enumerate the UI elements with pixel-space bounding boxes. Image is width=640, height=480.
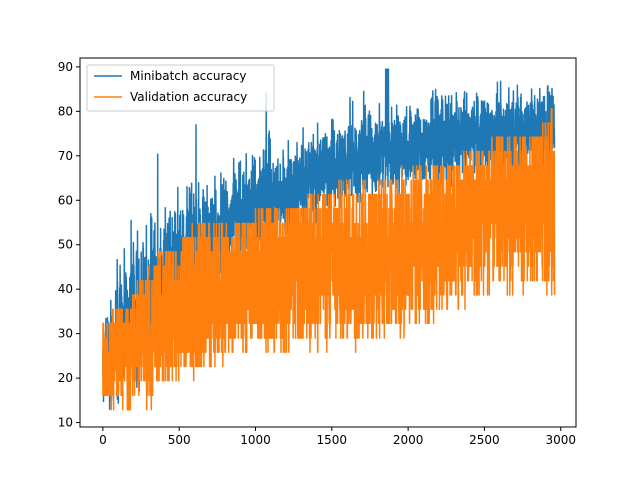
x-tick-label: 1500 bbox=[317, 433, 348, 447]
y-tick-label: 10 bbox=[58, 416, 73, 430]
series-layer bbox=[102, 68, 556, 411]
y-tick-label: 30 bbox=[58, 327, 73, 341]
legend: Minibatch accuracy Validation accuracy bbox=[86, 64, 275, 112]
series-line-validation-accuracy bbox=[102, 107, 556, 411]
plot-area-frame bbox=[79, 57, 577, 428]
legend-label-minibatch: Minibatch accuracy bbox=[130, 69, 246, 83]
legend-label-validation: Validation accuracy bbox=[130, 90, 247, 104]
x-tick-label: 500 bbox=[168, 433, 191, 447]
y-tick-label: 50 bbox=[58, 238, 73, 252]
y-tick-label: 40 bbox=[58, 282, 73, 296]
x-tick-label: 2000 bbox=[393, 433, 424, 447]
x-tick-label: 3000 bbox=[545, 433, 576, 447]
y-tick-label: 80 bbox=[58, 104, 73, 118]
legend-box bbox=[86, 64, 275, 112]
x-tick-label: 1000 bbox=[240, 433, 271, 447]
y-tick-label: 90 bbox=[58, 60, 73, 74]
y-tick-label: 20 bbox=[58, 371, 73, 385]
y-tick-label: 60 bbox=[58, 193, 73, 207]
x-tick-label: 0 bbox=[99, 433, 107, 447]
x-axis: 0 500 1000 1500 2000 2500 3000 bbox=[99, 427, 576, 447]
y-tick-label: 70 bbox=[58, 149, 73, 163]
x-tick-label: 2500 bbox=[469, 433, 500, 447]
y-axis: 10 20 30 40 50 60 70 80 90 bbox=[58, 60, 80, 430]
